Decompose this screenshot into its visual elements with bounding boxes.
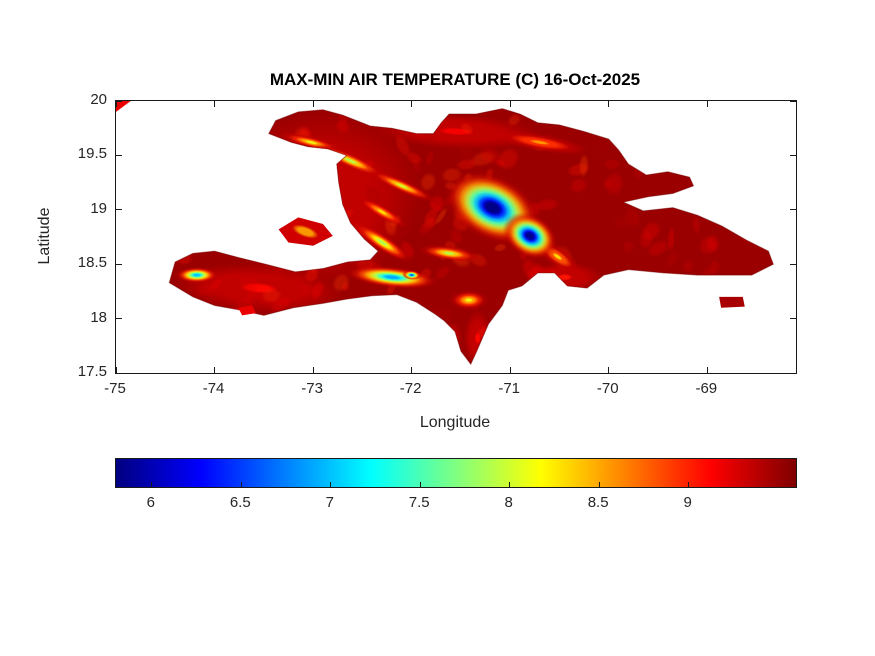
y-tick-label: 19.5 [77,145,107,163]
colorbar-tick [240,482,242,487]
colorbar-tick-label: 6.5 [229,494,251,511]
y-tick-label: 20 [90,91,107,108]
axis-tick [790,100,796,102]
axis-tick [214,367,216,373]
colorbar-tick-label: 8.5 [587,494,609,511]
colorbar-tick [151,482,153,487]
plot-area [115,100,797,374]
axis-tick [608,367,610,373]
axis-tick [411,101,413,107]
y-tick-label: 17.5 [77,363,107,380]
axis-tick [116,263,122,265]
axis-tick [509,367,511,373]
y-tick-label: 19 [90,199,107,217]
colorbar-tick-label: 9 [683,494,692,511]
axis-tick [790,209,796,211]
colorbar-tick-label: 8 [504,494,513,511]
colorbar-tick [688,482,690,487]
axis-tick [790,372,796,374]
x-tick-label: -74 [202,380,225,397]
colorbar-tick-label: 7.5 [408,494,430,511]
x-tick-label: -75 [104,380,126,397]
axis-tick [706,101,708,107]
axis-tick [608,101,610,107]
axis-tick [312,367,314,373]
y-tick-label: 18.5 [77,254,107,272]
x-axis-label: Longitude [419,414,491,431]
axis-tick [115,367,117,373]
axis-tick [115,101,117,107]
colorbar-tick-label: 7 [325,494,334,511]
colorbar-tick [509,482,511,487]
axis-tick [116,100,122,102]
x-tick-label: -70 [596,380,619,397]
axis-tick [312,101,314,107]
colorbar [115,458,797,488]
axis-tick [116,318,122,320]
hispaniola-temperature-map [116,101,796,373]
y-axis-label: Latitude [36,207,53,265]
axis-tick [116,154,122,156]
axis-tick [116,209,122,211]
axis-tick [411,367,413,373]
axis-tick [790,318,796,320]
y-tick-label: 18 [90,308,107,326]
chart-title: MAX-MIN AIR TEMPERATURE (C) 16-Oct-2025 [269,70,641,89]
axis-tick [116,372,122,374]
axis-tick [509,101,511,107]
x-tick-label: -72 [399,380,422,397]
colorbar-tick-label: 6 [146,494,155,511]
x-tick-label: -69 [695,380,718,397]
axis-tick [214,101,216,107]
colorbar-tick [419,482,421,487]
colorbar-tick [330,482,332,487]
colorbar-gradient [116,459,796,487]
colorbar-tick [598,482,600,487]
axis-tick [706,367,708,373]
axis-tick [790,154,796,156]
x-tick-label: -73 [301,380,323,397]
x-tick-label: -71 [498,380,521,397]
axis-tick [790,263,796,265]
